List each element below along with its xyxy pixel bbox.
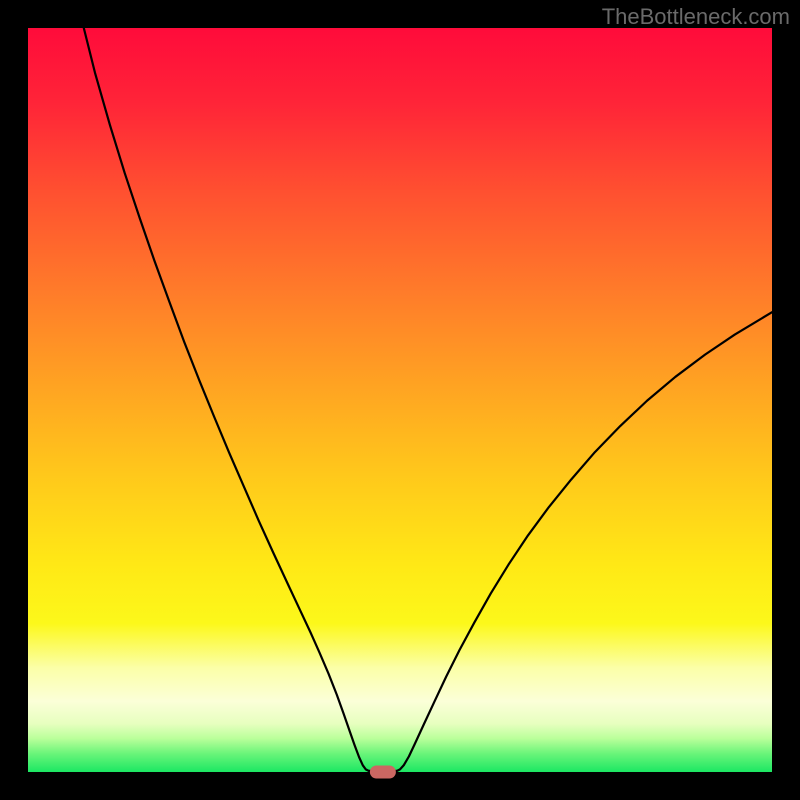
watermark-text: TheBottleneck.com [602, 4, 790, 30]
chart-container: { "meta": { "watermark": "TheBottleneck.… [0, 0, 800, 800]
bottleneck-chart [0, 0, 800, 800]
minimum-marker [370, 766, 396, 779]
plot-background [28, 28, 772, 772]
